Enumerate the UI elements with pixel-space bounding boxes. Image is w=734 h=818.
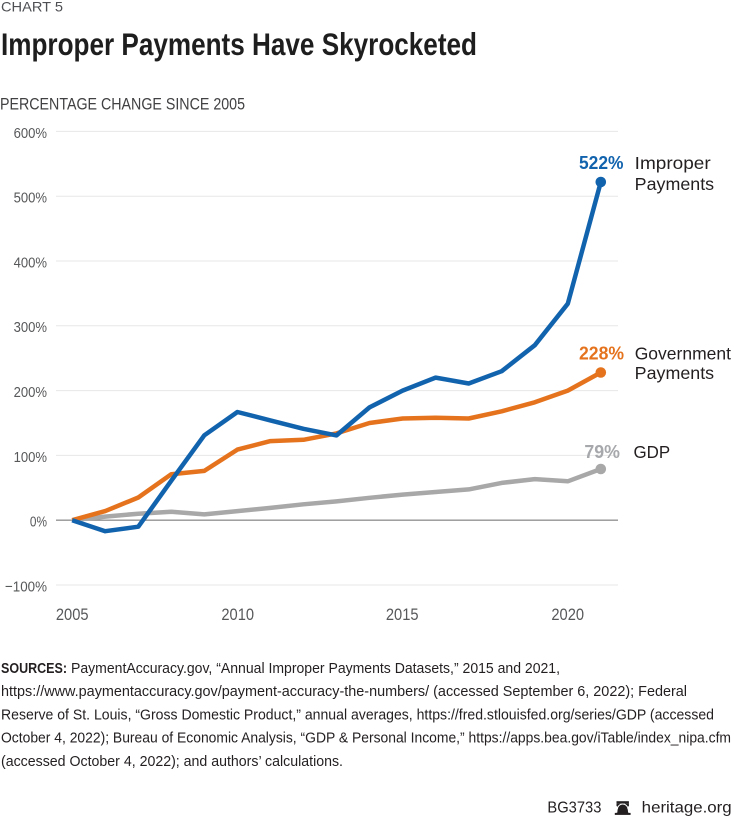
- svg-text:500%: 500%: [14, 190, 47, 207]
- svg-text:228%: 228%: [579, 343, 624, 363]
- svg-text:2020: 2020: [551, 606, 584, 624]
- svg-text:(accessed October 4, 2022); an: (accessed October 4, 2022); and authors’…: [1, 753, 343, 770]
- svg-text:2005: 2005: [56, 606, 89, 624]
- svg-text:0%: 0%: [30, 514, 47, 531]
- svg-text:100%: 100%: [14, 449, 47, 466]
- svg-text:PERCENTAGE CHANGE SINCE 2005: PERCENTAGE CHANGE SINCE 2005: [0, 94, 245, 113]
- svg-text:300%: 300%: [14, 319, 47, 336]
- svg-text:Improper Payments Have Skyrock: Improper Payments Have Skyrocketed: [1, 26, 477, 62]
- svg-text:SOURCES:: SOURCES:: [1, 660, 67, 677]
- svg-text:2010: 2010: [221, 606, 254, 624]
- svg-text:522%: 522%: [579, 153, 624, 173]
- svg-text:200%: 200%: [14, 384, 47, 401]
- svg-text:https://www.paymentaccuracy.go: https://www.paymentaccuracy.gov/payment-…: [1, 683, 687, 700]
- svg-text:Reserve of St. Louis, “Gross D: Reserve of St. Louis, “Gross Domestic Pr…: [1, 706, 714, 723]
- svg-text:79%: 79%: [584, 442, 620, 462]
- svg-text:BG3733: BG3733: [547, 800, 601, 817]
- svg-text:400%: 400%: [14, 254, 47, 271]
- svg-text:Payments: Payments: [635, 363, 715, 383]
- svg-text:PaymentAccuracy.gov, “Annual I: PaymentAccuracy.gov, “Annual Improper Pa…: [71, 660, 560, 677]
- svg-text:Government: Government: [635, 343, 731, 363]
- svg-text:heritage.org: heritage.org: [642, 800, 732, 817]
- svg-text:−100%: −100%: [5, 578, 47, 595]
- svg-text:Improper: Improper: [635, 153, 711, 173]
- svg-text:CHART 5: CHART 5: [1, 0, 63, 15]
- svg-text:October 4, 2022); Bureau of Ec: October 4, 2022); Bureau of Economic Ana…: [1, 730, 731, 747]
- svg-text:2015: 2015: [386, 606, 419, 624]
- svg-text:Payments: Payments: [635, 174, 715, 194]
- svg-text:600%: 600%: [14, 125, 47, 142]
- svg-text:GDP: GDP: [634, 442, 671, 462]
